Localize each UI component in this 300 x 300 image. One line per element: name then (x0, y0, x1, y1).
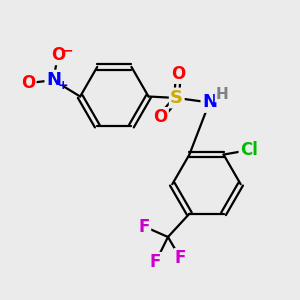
Text: H: H (216, 87, 228, 102)
Text: +: + (58, 79, 68, 92)
Text: O: O (171, 64, 185, 82)
Text: S: S (170, 89, 183, 107)
Text: N: N (202, 93, 217, 111)
Text: O: O (51, 46, 65, 64)
Text: −: − (61, 44, 73, 57)
Text: O: O (153, 108, 167, 126)
Text: O: O (21, 74, 35, 92)
Text: F: F (139, 218, 150, 236)
Text: F: F (175, 249, 186, 267)
Text: Cl: Cl (240, 141, 258, 159)
Text: N: N (46, 71, 61, 89)
Text: F: F (150, 253, 161, 271)
